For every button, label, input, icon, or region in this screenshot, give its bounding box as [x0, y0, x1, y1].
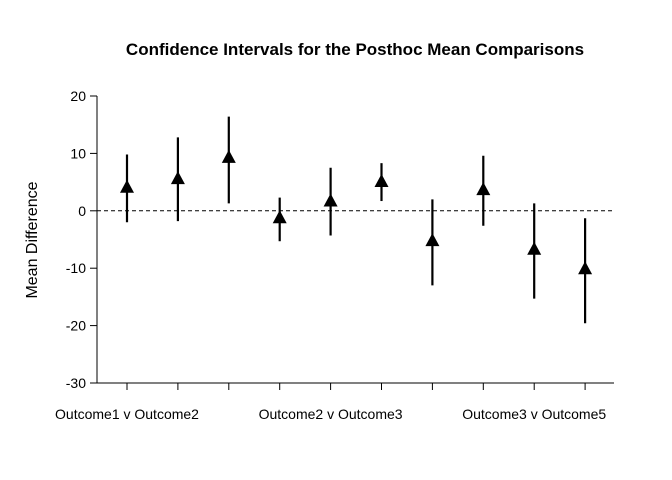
mean-difference-marker — [476, 182, 491, 196]
mean-difference-marker — [374, 174, 389, 188]
mean-difference-marker — [323, 193, 338, 207]
x-tick-label: Outcome2 v Outcome3 — [259, 406, 403, 422]
mean-difference-marker — [170, 171, 185, 185]
interval-marks — [120, 116, 593, 324]
mean-difference-marker — [120, 179, 134, 193]
chart-title: Confidence Intervals for the Posthoc Mea… — [126, 40, 584, 59]
y-tick-label: -10 — [66, 260, 86, 276]
mean-difference-marker — [221, 149, 236, 163]
y-axis-label: Mean Difference — [24, 181, 41, 298]
x-tick-label: Outcome1 v Outcome2 — [55, 406, 199, 422]
x-tick-label: Outcome3 v Outcome5 — [462, 406, 606, 422]
y-tick-label: -20 — [66, 318, 86, 334]
mean-difference-marker — [527, 241, 542, 255]
y-tick-label: 10 — [70, 145, 86, 161]
axes: -30 -20 -10 0 10 20 Outcome1 v Outcome2 Outcome… — [55, 88, 614, 422]
mean-difference-marker — [578, 261, 593, 275]
y-tick-label: 20 — [70, 88, 86, 104]
mean-difference-marker — [425, 233, 440, 247]
y-tick-label: 0 — [78, 203, 86, 219]
mean-difference-marker — [272, 210, 287, 224]
y-tick-label: -30 — [66, 375, 86, 391]
